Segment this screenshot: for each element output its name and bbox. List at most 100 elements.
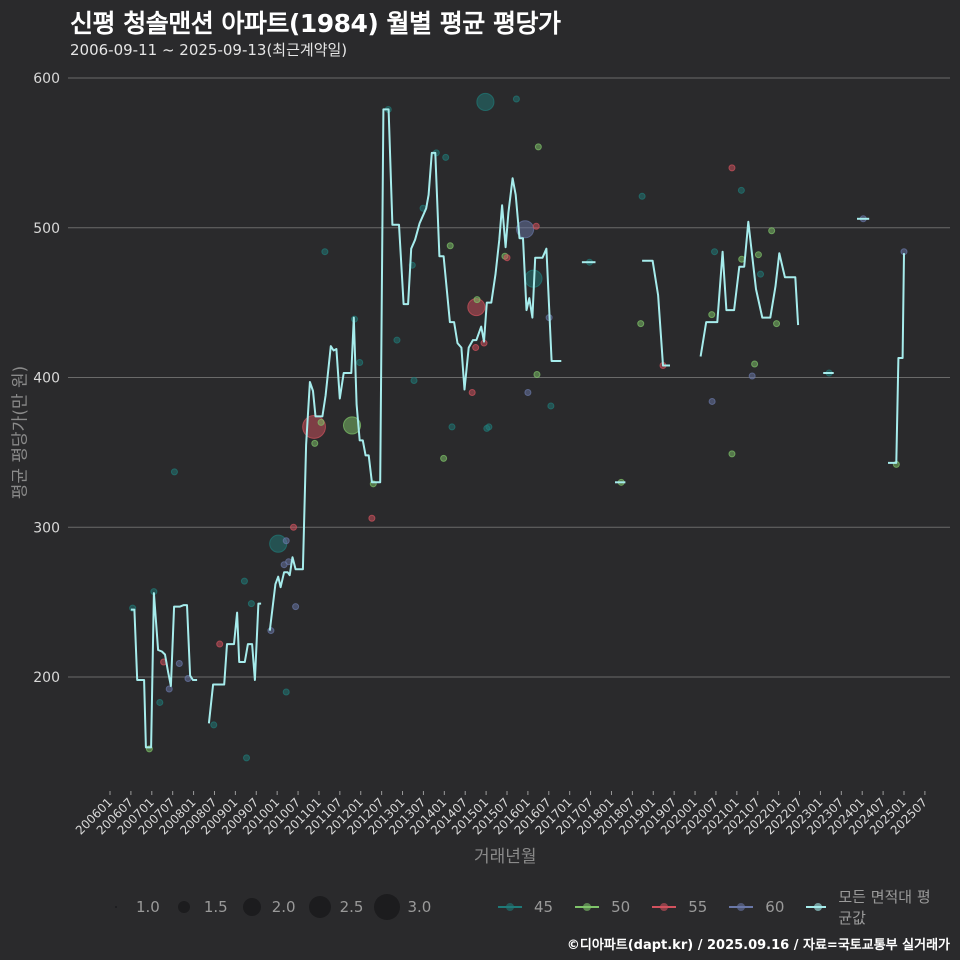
data-point: [356, 359, 364, 367]
data-point: [393, 336, 401, 344]
data-point: [708, 397, 716, 405]
data-point: [311, 439, 319, 447]
size-legend-item: 3.0: [367, 894, 435, 920]
data-point: [737, 186, 745, 194]
color-legend-label: 50: [611, 898, 631, 916]
legend-line-icon: [806, 896, 827, 918]
legend-line-icon: [575, 896, 600, 918]
size-legend-circle-icon: [232, 896, 272, 918]
color-legend: 45 50 55 60 모든 면적대 평균값: [498, 888, 960, 927]
data-point: [243, 754, 251, 762]
data-point: [240, 577, 248, 585]
data-point: [711, 248, 719, 256]
data-point: [534, 143, 542, 151]
data-point: [156, 698, 164, 706]
average-line: [130, 108, 905, 749]
data-point: [448, 423, 456, 431]
color-legend-item: 45: [498, 896, 575, 918]
data-point: [442, 153, 450, 161]
size-legend-label: 1.0: [136, 898, 160, 916]
color-legend-label: 60: [765, 898, 785, 916]
data-point: [708, 311, 716, 319]
data-point: [216, 640, 224, 648]
size-legend-item: 1.5: [164, 896, 232, 918]
size-legend-item: 1.0: [96, 896, 164, 918]
size-legend-label: 2.0: [271, 898, 296, 916]
data-point: [516, 220, 535, 239]
data-point: [472, 344, 480, 352]
color-legend-item: 60: [729, 896, 806, 918]
color-legend-label: 45: [534, 898, 554, 916]
footer-credit: ©디아파트(dapt.kr) / 2025.09.16 / 자료=국토교통부 실…: [566, 938, 950, 953]
data-point: [533, 371, 541, 379]
data-point: [247, 600, 255, 608]
data-point: [342, 416, 362, 435]
average-line-segment: [699, 220, 800, 357]
size-legend: 1.0 1.5 2.0 2.5 3.0: [96, 894, 435, 920]
size-legend-label: 2.5: [339, 898, 364, 916]
average-line-segment: [207, 602, 262, 724]
y-tick-label: 600: [33, 71, 60, 87]
data-point: [637, 320, 645, 328]
data-point: [476, 92, 495, 112]
data-point: [282, 688, 290, 696]
y-tick-label: 500: [33, 221, 60, 237]
data-point: [512, 95, 520, 103]
data-point: [503, 254, 511, 262]
chart-title: 신평 청솔맨션 아파트(1984) 월별 평균 평당가: [70, 9, 561, 38]
average-line-segment: [642, 259, 670, 367]
data-point: [269, 534, 288, 553]
data-point: [446, 242, 454, 250]
data-point: [532, 222, 540, 230]
color-legend-label: 모든 면적대 평균값: [838, 888, 931, 927]
y-tick-label: 400: [33, 371, 60, 387]
scatter-points: [129, 92, 908, 762]
size-legend-label: 3.0: [407, 898, 432, 916]
data-point: [292, 603, 300, 611]
data-point: [175, 660, 183, 668]
data-point: [728, 164, 736, 172]
size-legend-circle-icon: [164, 896, 204, 918]
data-point: [368, 514, 376, 522]
average-line-segment: [268, 108, 562, 631]
data-point: [768, 227, 776, 235]
size-legend-item: 2.0: [232, 896, 300, 918]
gridlines: [68, 77, 950, 678]
data-point: [282, 537, 290, 545]
data-point: [165, 685, 173, 693]
data-point: [468, 388, 476, 396]
data-point: [728, 450, 736, 458]
average-line-segment: [130, 592, 198, 749]
y-tick-label: 300: [33, 520, 60, 536]
color-legend-item: 55: [652, 896, 729, 918]
data-point: [773, 320, 781, 328]
data-point: [170, 468, 178, 476]
size-legend-circle-icon: [96, 896, 136, 918]
data-point: [748, 372, 756, 380]
size-legend-item: 2.5: [300, 896, 368, 918]
data-point: [547, 402, 555, 410]
size-legend-circle-icon: [300, 896, 340, 918]
data-point: [524, 388, 532, 396]
data-point: [485, 423, 493, 431]
y-tick-label: 200: [33, 670, 60, 686]
data-point: [410, 376, 418, 384]
color-legend-label: 55: [688, 898, 708, 916]
size-legend-label: 1.5: [203, 898, 228, 916]
color-legend-item: 모든 면적대 평균값: [806, 886, 960, 928]
data-point: [751, 360, 759, 368]
data-point: [638, 192, 646, 200]
legend-line-icon: [652, 896, 677, 918]
x-axis-ticks: 2006012006072007012007072008012008072009…: [73, 791, 930, 838]
data-point: [290, 523, 298, 531]
y-axis-ticks: 200 300 400 500 600: [33, 71, 60, 686]
average-line-segment: [888, 253, 905, 464]
data-point: [317, 418, 325, 426]
size-legend-circle-icon: [367, 894, 407, 920]
data-point: [473, 296, 481, 304]
legend-line-icon: [729, 896, 754, 918]
data-point: [210, 721, 218, 729]
data-point: [754, 251, 762, 259]
chart-subtitle: 2006-09-11 ~ 2025-09-13(최근계약일): [70, 41, 348, 59]
